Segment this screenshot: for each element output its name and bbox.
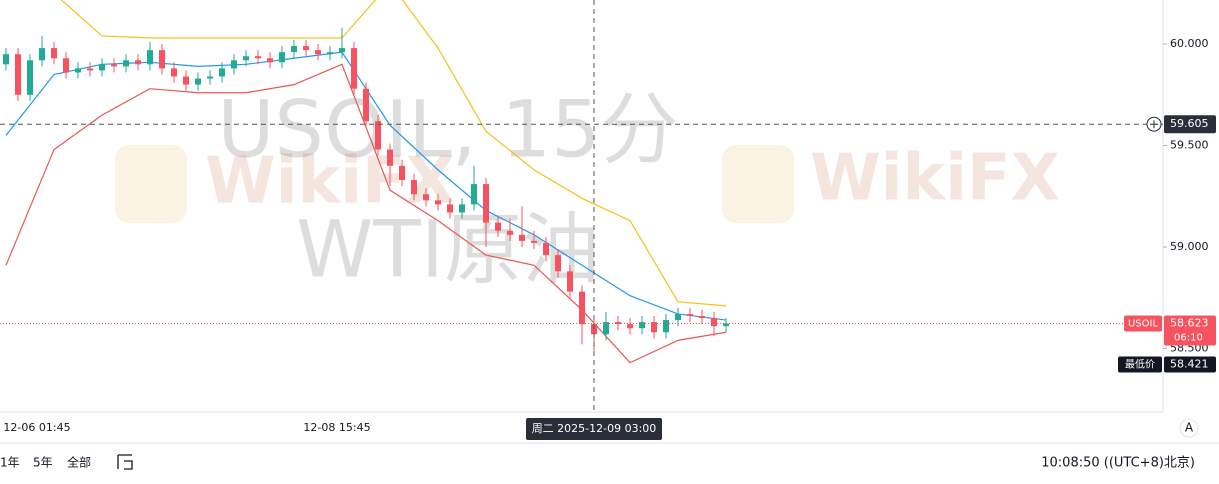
candle-body (99, 64, 105, 71)
band-line (60, 0, 727, 307)
candle-body (135, 60, 141, 65)
x-tick-label: 12-06 01:45 (3, 421, 70, 434)
candle-body (591, 324, 597, 335)
watermark: WikiFX (810, 142, 1060, 216)
y-tick-label: 59.000 (1170, 240, 1209, 253)
auto-scale-circle (1179, 418, 1199, 438)
candle-body (123, 60, 129, 67)
candle-body (171, 68, 177, 77)
candle-body (519, 234, 525, 241)
last-price-tag (1124, 315, 1162, 332)
candle-body (15, 54, 21, 95)
candle-body (243, 56, 249, 61)
candle-body (147, 50, 153, 65)
candle-body (447, 204, 453, 213)
candle-body (687, 313, 693, 317)
last-price-box (1164, 315, 1216, 346)
candle-body (555, 255, 561, 272)
candle-body (663, 320, 669, 333)
x-tick-label: 12-08 15:45 (303, 421, 370, 434)
compare-icon[interactable] (117, 454, 133, 470)
lowest-name: 最低价 (1125, 358, 1155, 371)
candle-body (675, 313, 681, 321)
auto-scale-button[interactable]: A (1185, 421, 1194, 435)
last-price-label: 58.623 (1170, 317, 1209, 330)
candle-body (27, 60, 33, 95)
candle-body (579, 291, 585, 325)
candle-body (183, 76, 189, 85)
crosshair-time-box (526, 418, 662, 440)
crosshair-plus-icon (1150, 120, 1158, 129)
candle-body (375, 121, 381, 150)
candle-body (435, 200, 441, 205)
candle-body (651, 322, 657, 333)
candle-body (39, 48, 45, 61)
candle-body (363, 88, 369, 122)
candle-body (327, 52, 333, 55)
crosshair-price-label: 59.605 (1170, 117, 1209, 130)
candle-body (87, 68, 93, 71)
candle-body (195, 78, 201, 85)
range-button[interactable]: 5年 (33, 456, 53, 470)
watermark-title: USOIL, 15分 (217, 85, 678, 175)
candle-body (63, 58, 69, 73)
candle-body (459, 204, 465, 213)
clock: 10:08:50 ((UTC+8)北京) (1041, 456, 1195, 471)
candle-body (399, 165, 405, 181)
crosshair-time-label: 周二 2025-12-09 03:00 (532, 422, 657, 435)
candle-body (159, 50, 165, 69)
candle-body (351, 48, 357, 89)
plot-area (3, 0, 729, 364)
candle-body (627, 324, 633, 329)
range-button[interactable]: 1年 (0, 456, 20, 470)
crosshair-price-box (1164, 115, 1216, 134)
candle-body (75, 68, 81, 73)
candle-body (387, 149, 393, 166)
candle-body (279, 52, 285, 63)
watermark-logo (115, 145, 794, 223)
candle-body (3, 54, 9, 65)
candle-body (495, 222, 501, 231)
candle-body (291, 46, 297, 53)
candle-body (543, 242, 549, 256)
y-tick-label: 60.000 (1170, 37, 1209, 50)
candle-body (483, 184, 489, 223)
candle-body (111, 64, 117, 67)
watermark-subtitle: WTI原油 (296, 205, 600, 295)
candle-body (231, 60, 237, 69)
countdown-label: 06:10 (1174, 333, 1203, 344)
candle-body (207, 76, 213, 79)
range-button[interactable]: 全部 (67, 455, 91, 470)
lowest-label: 58.421 (1170, 358, 1209, 371)
candle-body (639, 322, 645, 329)
candle-body (711, 318, 717, 327)
candle-body (471, 184, 477, 205)
candle-body (411, 180, 417, 195)
candle-body (219, 68, 225, 77)
candle-body (339, 48, 345, 53)
candle-body (723, 323, 729, 327)
candle-body (603, 322, 609, 335)
candle-body (423, 194, 429, 201)
lowest-tag (1118, 356, 1162, 373)
candle-body (567, 271, 573, 292)
candle-body (267, 58, 273, 63)
last-price-name: USOIL (1128, 319, 1158, 330)
candle-body (255, 56, 261, 59)
candle-body (699, 316, 705, 319)
candle-body (507, 230, 513, 235)
lowest-box (1164, 356, 1216, 373)
candle-body (303, 46, 309, 51)
y-tick-label: 59.500 (1170, 139, 1209, 152)
candle-body (531, 240, 537, 243)
candle-body (51, 48, 57, 59)
candle-body (315, 50, 321, 55)
